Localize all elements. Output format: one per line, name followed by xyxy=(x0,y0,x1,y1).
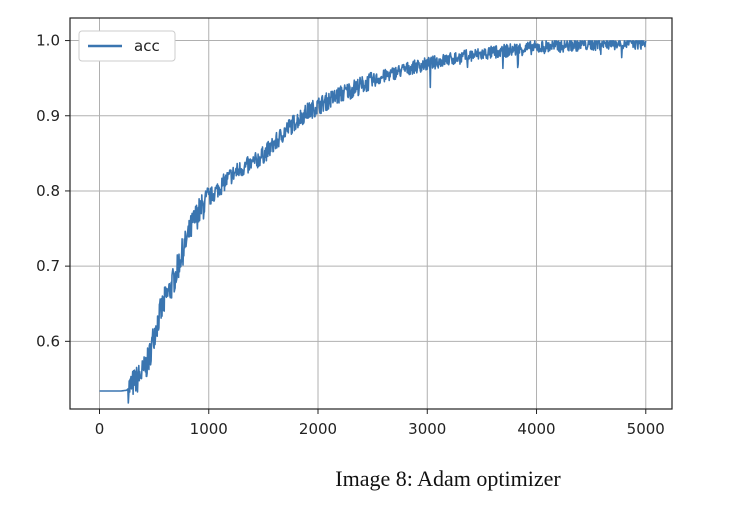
y-tick-label: 0.9 xyxy=(36,107,60,125)
x-tick-label: 3000 xyxy=(408,420,446,438)
x-tick-label: 4000 xyxy=(517,420,555,438)
x-tick-labels: 0 1000 2000 3000 4000 5000 xyxy=(95,420,665,438)
accuracy-chart: 0 1000 2000 3000 4000 5000 0.6 0.7 0.8 0.9 1.0 ac… xyxy=(36,17,673,438)
series-line-acc xyxy=(99,40,647,404)
x-tick-label: 5000 xyxy=(627,420,665,438)
y-tick-labels: 0.6 0.7 0.8 0.9 1.0 xyxy=(36,32,60,351)
x-tick-label: 2000 xyxy=(299,420,337,438)
y-tick-label: 0.8 xyxy=(36,182,60,200)
chart-canvas: 0 1000 2000 3000 4000 5000 0.6 0.7 0.8 0.9 1.0 ac… xyxy=(36,17,673,438)
plot-frame xyxy=(69,17,673,410)
plot-background xyxy=(70,18,672,409)
tick-marks xyxy=(65,40,647,414)
x-tick-label: 0 xyxy=(95,420,105,438)
legend-box xyxy=(78,30,176,62)
legend: acc xyxy=(78,30,176,62)
series-layer xyxy=(99,40,647,404)
y-tick-label: 0.7 xyxy=(36,257,60,275)
x-tick-label: 1000 xyxy=(190,420,228,438)
figure-caption: Image 8: Adam optimizer xyxy=(335,466,561,491)
y-tick-label: 1.0 xyxy=(36,32,60,50)
y-tick-label: 0.6 xyxy=(36,332,60,350)
legend-label-acc: acc xyxy=(134,37,160,55)
